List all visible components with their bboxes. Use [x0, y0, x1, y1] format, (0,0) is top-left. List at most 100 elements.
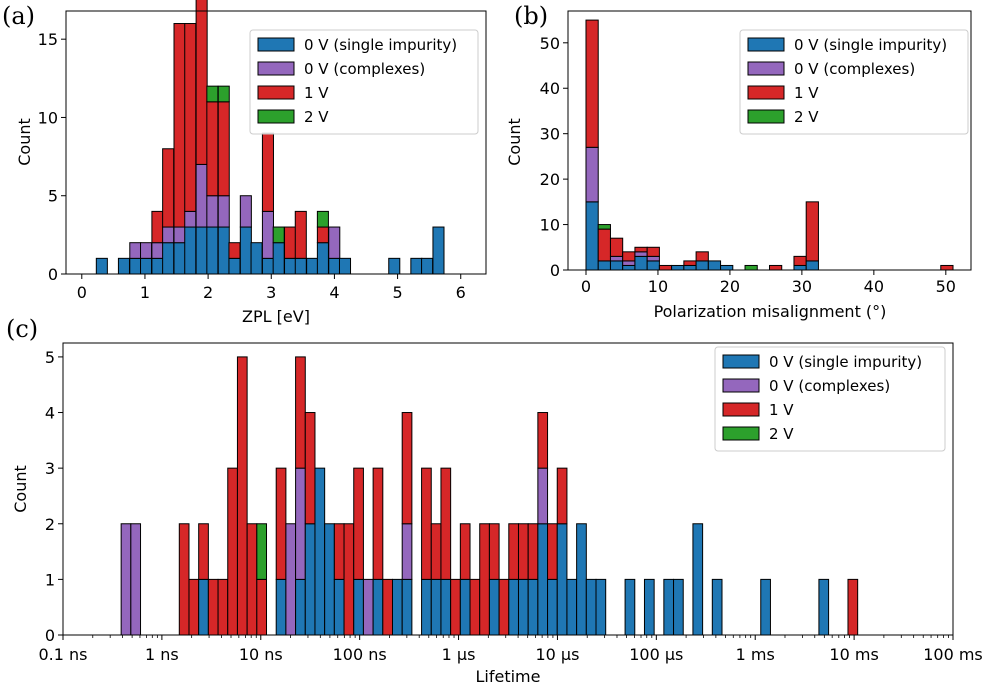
panel-b-ytick-label: 20	[540, 170, 560, 189]
panel-c-bar-1v	[421, 467, 432, 580]
panel-c-bar-1v	[508, 523, 519, 580]
panel-a-xtick-label: 1	[140, 283, 150, 302]
panel-b-bar-1v	[793, 255, 807, 266]
panel-a-xtick-label: 6	[456, 283, 466, 302]
panel-c-frame	[62, 342, 954, 636]
panel-a-legend-swatch-1v	[257, 85, 295, 100]
panel-b-bar-1v	[622, 251, 636, 262]
panel-c-bar-1v	[537, 412, 549, 469]
panel-c-bar-1v	[382, 578, 393, 636]
panel-c-bar-single	[585, 578, 597, 636]
panel-c-bar-1v	[236, 356, 248, 636]
panel-b-bar-1v	[585, 19, 599, 148]
panel-b-ytick-label: 0	[550, 261, 560, 280]
panel-a-legend-label-2v: 2 V	[304, 108, 329, 126]
panel-b-bar-complex	[646, 255, 660, 262]
panel-b-bar-1v	[695, 251, 709, 262]
panel-c-legend-swatch-single	[722, 354, 760, 369]
panel-c-xtick-label: 100 ms	[923, 645, 983, 664]
panel-c-bar-single	[517, 578, 529, 636]
panel-c-bar-single	[488, 578, 500, 636]
panel-b-bar-complex	[585, 146, 599, 203]
panel-a-bar-single	[239, 226, 252, 275]
panel-a-ytick-label: 0	[48, 265, 58, 284]
panel-a-xtick-label: 2	[203, 283, 213, 302]
panel-c-bar-single	[673, 578, 684, 636]
panel-b-xtick-label: 0	[581, 277, 591, 296]
panel-c-bar-single	[576, 523, 587, 636]
panel-c-bar-single	[440, 578, 452, 636]
panel-c-bar-1v	[440, 467, 452, 580]
panel-a-bar-complex	[129, 242, 142, 259]
panel-c-bar-1v	[304, 412, 316, 525]
panel-c-bar-single	[643, 578, 655, 636]
panel-a-bar-single	[117, 257, 130, 275]
panel-c-ytick-label: 4	[45, 404, 55, 423]
panel-b-bar-single	[597, 260, 611, 271]
panel-b-label: (b)	[514, 2, 548, 30]
panel-c-bar-1v	[178, 523, 190, 636]
panel-c-bar-2v	[256, 523, 268, 580]
panel-b-bar-single	[695, 260, 709, 271]
panel-b-bar-single	[646, 260, 660, 271]
panel-b-bar-single	[671, 264, 685, 271]
panel-c-bar-single	[401, 578, 413, 636]
panel-c-bar-1v	[469, 578, 481, 636]
panel-a-bar-complex	[140, 242, 153, 259]
panel-a-bar-single	[228, 257, 241, 275]
panel-c-bar-single	[430, 578, 442, 636]
panel-b-bar-single	[634, 255, 648, 271]
panel-b-bar-1v	[940, 264, 954, 271]
panel-c-xticks: 0.1 ns 1 ns 10 ns 100 ns 1 µs 10 µs 100 µs 1 ms…	[38, 635, 983, 664]
panel-a-bar-single	[195, 226, 208, 275]
panel-b-bar-single	[622, 264, 636, 271]
panel-c-bar-1v	[401, 412, 413, 525]
panel-c-bar-1v	[333, 523, 345, 580]
panel-c-bar-1v	[498, 578, 510, 636]
panel-c-bar-single	[663, 578, 675, 636]
panel-b-legend-label-2v: 2 V	[794, 108, 819, 126]
panel-a-bar-single	[217, 226, 230, 275]
panel-a-bar-single	[272, 242, 285, 275]
panel-a-bar-complex	[173, 226, 186, 244]
panel-a-bar-single	[284, 257, 297, 275]
panel-c-bar-single	[314, 467, 326, 636]
panel-a-bar-1v	[228, 242, 241, 259]
panel-c-bar-single	[711, 578, 723, 636]
panel-b-xtick-label: 20	[720, 277, 740, 296]
panel-a-bar-complex	[328, 226, 341, 259]
panel-a-bar-complex	[206, 195, 219, 228]
panel-b-xtick-label: 30	[792, 277, 812, 296]
panel-c-bar-1v	[275, 467, 287, 580]
panel-c-bar-single	[324, 523, 335, 636]
panel-a-legend-swatch-complex	[257, 61, 295, 76]
panel-b-bar-single	[609, 260, 624, 271]
panel-c-bar-1v	[556, 467, 568, 525]
panel-c-bar-1v	[207, 578, 219, 636]
panel-a-bar-1v	[162, 148, 175, 228]
panel-c-bar-single	[595, 578, 607, 636]
panel-c-bar-single	[333, 578, 345, 636]
panel-b-bar-1v	[597, 228, 611, 262]
panel-b-bar-2v	[597, 224, 611, 230]
panel-c-ytick-label: 1	[45, 570, 55, 589]
panel-c-bar-single	[295, 578, 306, 636]
panel-c-bar-complex	[401, 523, 413, 580]
panel-c-label: (c)	[6, 315, 38, 343]
panel-c-bar-complex	[295, 467, 306, 580]
panel-b-xticks: 0 10 20 30 40 50	[581, 270, 956, 296]
panel-c-bar-single	[692, 523, 704, 636]
panel-c-bar-1v	[459, 523, 471, 580]
panel-a-xlabel: ZPL [eV]	[242, 307, 310, 326]
panel-c-bar-single	[556, 523, 568, 636]
panel-c-bar-1v	[217, 578, 229, 636]
panel-c-xtick-label: 1 ns	[145, 645, 179, 664]
panel-a-bar-single	[173, 242, 186, 275]
panel-c-ytick-label: 5	[45, 348, 55, 367]
panel-a-ytick-label: 5	[48, 187, 58, 206]
panel-b-xlabel: Polarization misalignment (°)	[654, 302, 887, 321]
panel-b-bar-complex	[634, 251, 648, 257]
panel-c-bar-complex	[537, 467, 549, 525]
panel-b-legend-swatch-2v	[747, 109, 785, 124]
